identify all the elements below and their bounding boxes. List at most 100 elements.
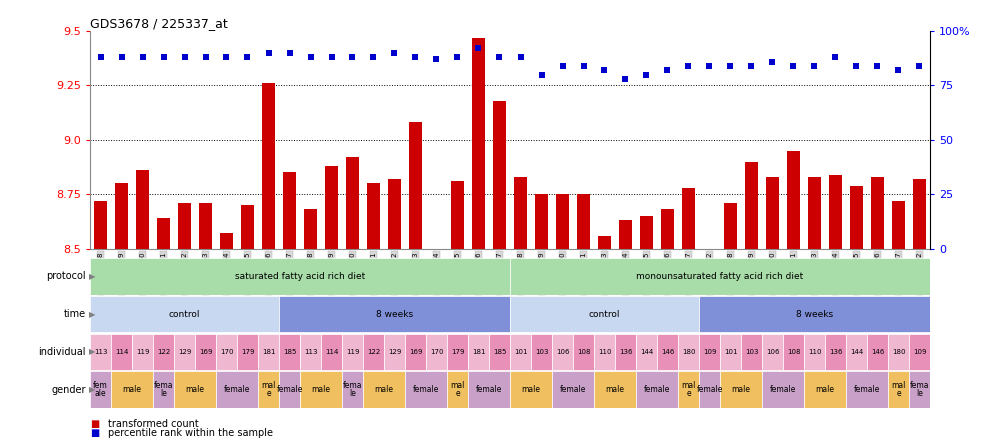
Text: female: female	[644, 385, 670, 394]
Text: fema
le: fema le	[343, 381, 362, 398]
Text: 119: 119	[346, 349, 359, 355]
Bar	[850, 186, 863, 249]
Bar	[909, 334, 930, 370]
Text: 144: 144	[640, 349, 653, 355]
Bar	[804, 334, 825, 370]
Text: female: female	[276, 385, 303, 394]
Bar	[195, 334, 216, 370]
Bar	[636, 334, 657, 370]
Point	[617, 75, 634, 83]
Bar	[699, 296, 930, 332]
Text: 8 weeks: 8 weeks	[796, 309, 833, 319]
Bar	[426, 334, 447, 370]
Point	[239, 54, 255, 61]
Text: ▶: ▶	[89, 347, 96, 357]
Text: male: male	[606, 385, 624, 394]
Bar	[493, 101, 506, 249]
Text: ▶: ▶	[89, 385, 96, 394]
Bar	[699, 334, 720, 370]
Bar	[258, 334, 279, 370]
Bar	[804, 372, 846, 408]
Bar	[300, 334, 321, 370]
Text: female: female	[560, 385, 586, 394]
Text: male: male	[816, 385, 834, 394]
Point	[218, 54, 234, 61]
Bar	[94, 201, 107, 249]
Bar	[346, 157, 359, 249]
Bar	[409, 123, 422, 249]
Bar	[136, 170, 149, 249]
Text: male: male	[522, 385, 540, 394]
Text: 146: 146	[871, 349, 884, 355]
Text: ■: ■	[90, 428, 99, 438]
Point	[198, 54, 214, 61]
Bar	[846, 334, 867, 370]
Bar	[342, 334, 363, 370]
Text: 108: 108	[787, 349, 800, 355]
Bar	[808, 177, 821, 249]
Bar	[577, 194, 590, 249]
Point	[722, 62, 738, 69]
Bar	[720, 372, 762, 408]
Point	[764, 58, 780, 65]
Text: 179: 179	[451, 349, 464, 355]
Bar	[489, 334, 510, 370]
Text: 103: 103	[745, 349, 758, 355]
Text: female: female	[476, 385, 502, 394]
Text: fem
ale: fem ale	[93, 381, 108, 398]
Bar	[451, 181, 464, 249]
Text: ▶: ▶	[89, 272, 96, 281]
Text: 101: 101	[724, 349, 737, 355]
Text: 136: 136	[619, 349, 632, 355]
Text: 144: 144	[850, 349, 863, 355]
Bar	[199, 203, 212, 249]
Text: time: time	[64, 309, 86, 319]
Text: male: male	[312, 385, 330, 394]
Point	[302, 54, 318, 61]
Bar	[615, 334, 636, 370]
Bar	[909, 372, 930, 408]
Bar	[388, 179, 401, 249]
Point	[282, 49, 298, 56]
Bar	[825, 334, 846, 370]
Text: 110: 110	[598, 349, 611, 355]
Point	[659, 67, 675, 74]
Bar	[153, 372, 174, 408]
Text: male: male	[374, 385, 394, 394]
Text: 170: 170	[430, 349, 443, 355]
Text: transformed count: transformed count	[108, 419, 199, 429]
Point	[491, 54, 507, 61]
Bar	[216, 372, 258, 408]
Bar	[657, 334, 678, 370]
Text: 129: 129	[178, 349, 191, 355]
Bar	[766, 177, 779, 249]
Text: 122: 122	[367, 349, 380, 355]
Bar	[594, 334, 615, 370]
Bar	[867, 334, 888, 370]
Bar	[888, 334, 909, 370]
Text: monounsaturated fatty acid rich diet: monounsaturated fatty acid rich diet	[636, 272, 804, 281]
Bar	[472, 38, 485, 249]
Point	[365, 54, 381, 61]
Bar	[594, 372, 636, 408]
Text: mal
e: mal e	[261, 381, 276, 398]
Text: saturated fatty acid rich diet: saturated fatty acid rich diet	[235, 272, 365, 281]
Point	[344, 54, 360, 61]
Bar	[367, 183, 380, 249]
Bar	[220, 234, 233, 249]
Text: mal
e: mal e	[450, 381, 465, 398]
Bar	[699, 372, 720, 408]
Text: gender: gender	[51, 385, 86, 395]
Text: 179: 179	[241, 349, 254, 355]
Text: 101: 101	[514, 349, 527, 355]
Bar	[241, 205, 254, 249]
Point	[554, 62, 570, 69]
Bar	[913, 179, 926, 249]
Text: 122: 122	[157, 349, 170, 355]
Bar	[279, 296, 510, 332]
Text: 181: 181	[262, 349, 275, 355]
Text: 108: 108	[577, 349, 590, 355]
Bar	[90, 334, 111, 370]
Text: 169: 169	[199, 349, 212, 355]
Point	[156, 54, 172, 61]
